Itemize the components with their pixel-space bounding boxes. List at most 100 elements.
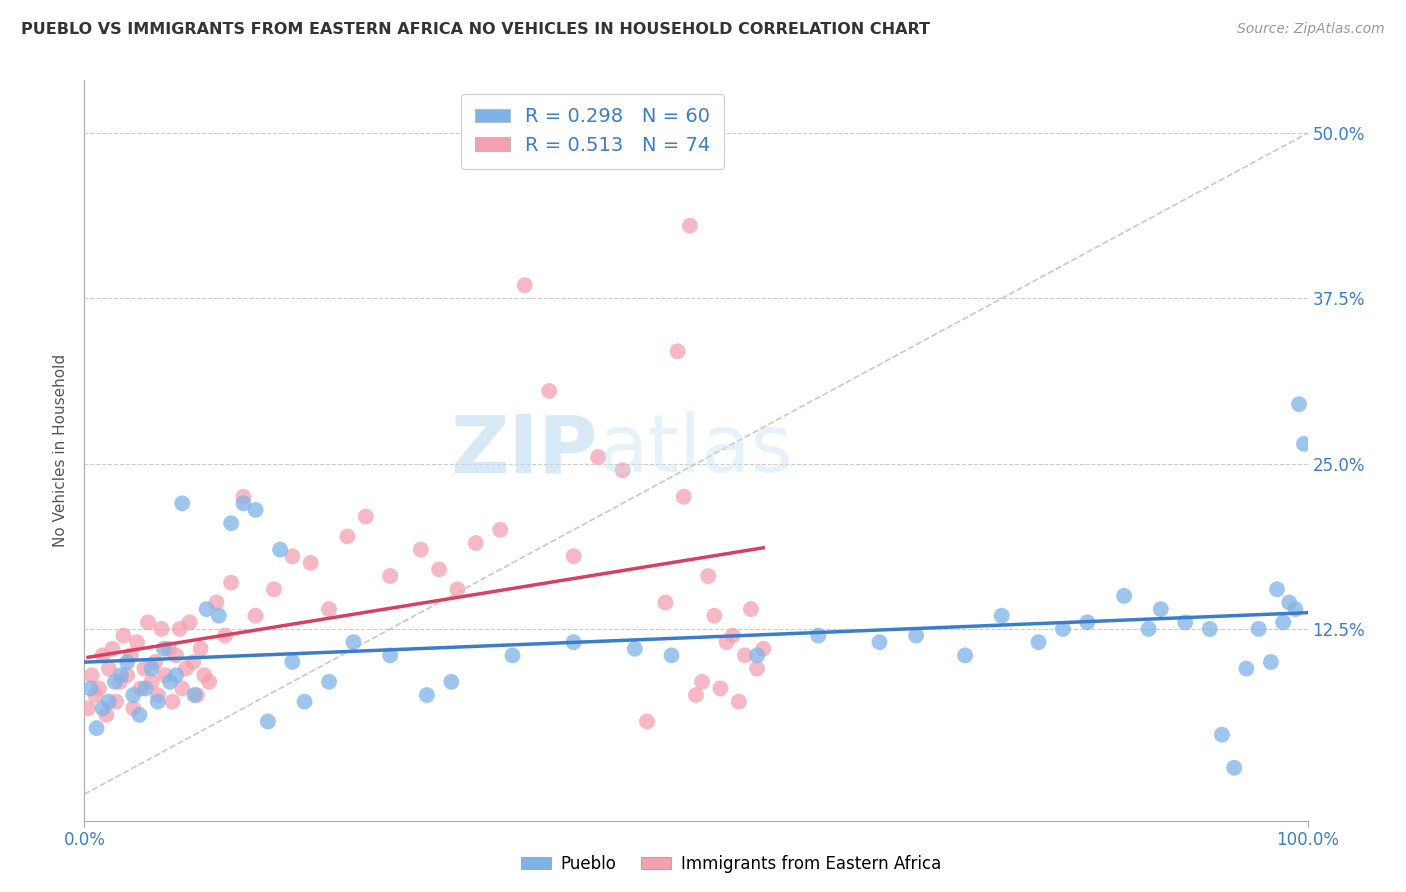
Point <box>193 668 215 682</box>
Point <box>612 463 634 477</box>
Point <box>661 648 683 663</box>
Legend: Pueblo, Immigrants from Eastern Africa: Pueblo, Immigrants from Eastern Africa <box>513 848 949 880</box>
Point <box>97 695 120 709</box>
Point <box>245 608 267 623</box>
Point <box>380 648 402 663</box>
Point <box>110 668 132 682</box>
Point <box>489 523 512 537</box>
Point <box>734 648 756 663</box>
Point <box>709 681 731 696</box>
Point <box>174 662 197 676</box>
Point <box>186 688 208 702</box>
Point <box>953 648 976 663</box>
Point <box>654 595 676 609</box>
Point <box>727 695 749 709</box>
Point <box>115 655 138 669</box>
Text: Source: ZipAtlas.com: Source: ZipAtlas.com <box>1237 22 1385 37</box>
Point <box>112 629 135 643</box>
Point <box>198 674 221 689</box>
Point <box>416 688 439 702</box>
Point <box>195 602 218 616</box>
Point <box>179 615 201 630</box>
Point <box>87 681 110 696</box>
Point <box>141 674 163 689</box>
Point <box>86 721 108 735</box>
Point <box>115 668 138 682</box>
Point <box>1236 662 1258 676</box>
Point <box>807 629 830 643</box>
Point <box>128 707 150 722</box>
Point <box>159 674 181 689</box>
Point <box>679 219 702 233</box>
Point <box>1288 397 1310 411</box>
Point <box>905 629 928 643</box>
Point <box>146 688 169 702</box>
Point <box>1265 582 1288 597</box>
Point <box>219 575 242 590</box>
Point <box>299 556 322 570</box>
Point <box>181 655 204 669</box>
Point <box>96 707 118 722</box>
Point <box>502 648 524 663</box>
Point <box>464 536 486 550</box>
Point <box>101 641 124 656</box>
Point <box>1198 622 1220 636</box>
Legend: R = 0.298   N = 60, R = 0.513   N = 74: R = 0.298 N = 60, R = 0.513 N = 74 <box>461 94 724 169</box>
Point <box>208 608 231 623</box>
Point <box>697 569 720 583</box>
Point <box>1278 595 1301 609</box>
Point <box>269 542 291 557</box>
Point <box>281 549 304 564</box>
Point <box>538 384 561 398</box>
Point <box>624 641 647 656</box>
Point <box>1223 761 1246 775</box>
Point <box>80 668 103 682</box>
Point <box>232 490 254 504</box>
Point <box>135 681 157 696</box>
Point <box>257 714 280 729</box>
Point <box>183 688 205 702</box>
Point <box>1150 602 1173 616</box>
Point <box>219 516 242 531</box>
Point <box>721 629 744 643</box>
Point <box>1272 615 1295 630</box>
Point <box>716 635 738 649</box>
Point <box>263 582 285 597</box>
Text: ZIP: ZIP <box>451 411 598 490</box>
Text: PUEBLO VS IMMIGRANTS FROM EASTERN AFRICA NO VEHICLES IN HOUSEHOLD CORRELATION CH: PUEBLO VS IMMIGRANTS FROM EASTERN AFRICA… <box>21 22 931 37</box>
Point <box>342 635 364 649</box>
Point <box>281 655 304 669</box>
Point <box>427 562 450 576</box>
Point <box>141 662 163 676</box>
Point <box>190 641 212 656</box>
Point <box>77 701 100 715</box>
Point <box>336 529 359 543</box>
Point <box>153 668 176 682</box>
Point <box>1174 615 1197 630</box>
Point <box>636 714 658 729</box>
Point <box>1114 589 1136 603</box>
Point <box>1137 622 1160 636</box>
Point <box>157 641 180 656</box>
Point <box>105 695 128 709</box>
Point <box>84 688 107 702</box>
Point <box>165 648 187 663</box>
Point <box>232 496 254 510</box>
Point <box>991 608 1014 623</box>
Point <box>79 681 101 696</box>
Point <box>1076 615 1098 630</box>
Y-axis label: No Vehicles in Household: No Vehicles in Household <box>53 354 69 547</box>
Point <box>672 490 695 504</box>
Point <box>380 569 402 583</box>
Point <box>214 629 236 643</box>
Point <box>1052 622 1074 636</box>
Point <box>446 582 468 597</box>
Point <box>586 450 609 464</box>
Point <box>562 635 585 649</box>
Point <box>97 662 120 676</box>
Point <box>172 496 194 510</box>
Point <box>129 681 152 696</box>
Point <box>91 701 114 715</box>
Point <box>703 608 725 623</box>
Point <box>150 622 173 636</box>
